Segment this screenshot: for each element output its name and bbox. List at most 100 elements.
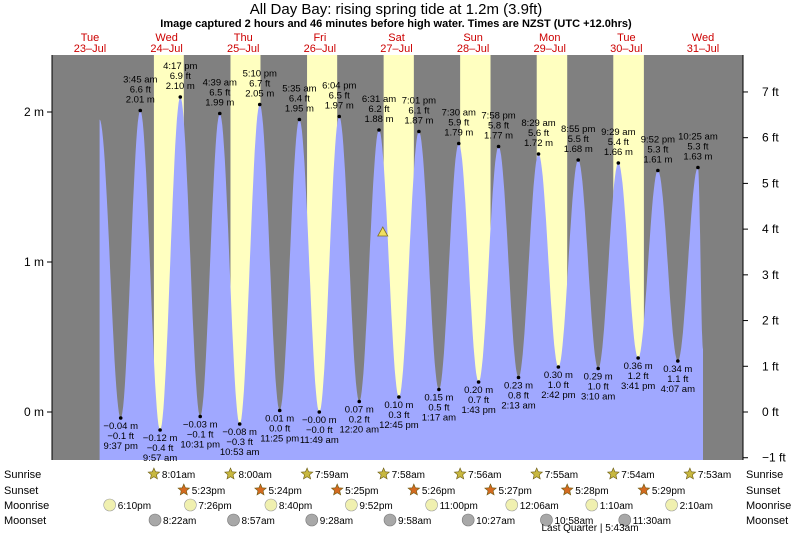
tide-label: −0.4 ft <box>147 443 174 454</box>
tide-label: 1.61 m <box>643 155 672 166</box>
tide-label: 5:35 am <box>282 84 316 95</box>
tide-label: 1.97 m <box>325 101 354 112</box>
sunset-icon <box>177 483 191 496</box>
tide-label: 11:25 pm <box>260 434 299 445</box>
tide-label: 7:30 am <box>442 108 476 119</box>
tide-point <box>377 128 381 132</box>
row-label-left: Sunrise <box>4 469 41 481</box>
tide-label: 0.10 m <box>384 400 413 411</box>
right-tick-label: 7 ft <box>762 85 779 99</box>
tide-label: −0.1 ft <box>187 430 214 441</box>
tide-label: 4:07 am <box>661 384 695 395</box>
tide-label: 9:57 am <box>143 453 177 464</box>
day-date: 24–Jul <box>150 43 182 55</box>
tide-label: 1.79 m <box>444 128 473 139</box>
right-tick-label: −1 ft <box>762 451 786 465</box>
tide-point <box>297 117 302 122</box>
tide-label: 1.1 ft <box>667 374 688 385</box>
sunset-time: 5:25pm <box>345 486 378 497</box>
tide-label: 5:10 pm <box>243 69 277 80</box>
tide-label: 0.0 ft <box>269 424 290 435</box>
tide-labels: −0.04 m−0.1 ft9:37 pm3:45 am6.6 ft2.01 m… <box>103 61 717 464</box>
row-label-right: Moonrise <box>746 500 791 512</box>
sunrise-time: 7:54am <box>621 470 654 481</box>
tide-label: 0.8 ft <box>508 391 529 402</box>
sunrise-icon <box>453 467 467 480</box>
tide-point <box>118 416 123 420</box>
sunset-icon <box>330 483 344 496</box>
right-tick-label: 0 ft <box>762 405 779 419</box>
row-label-left: Moonset <box>4 515 46 527</box>
tide-label: 0.07 m <box>345 405 374 416</box>
sunrise-time: 7:53am <box>698 470 731 481</box>
moonset-time: 9:28am <box>320 516 353 527</box>
moonset-icon <box>461 513 475 527</box>
tide-point <box>397 395 401 399</box>
day-date: 29–Jul <box>534 43 566 55</box>
tide-label: 0.3 ft <box>388 410 409 421</box>
tide-point <box>158 428 162 432</box>
right-tick-label: 1 ft <box>762 359 779 373</box>
sunrise-icon <box>147 467 161 480</box>
tide-label: 1:17 am <box>422 413 456 424</box>
tide-label: 6.9 ft <box>170 71 191 82</box>
moonset-icon <box>148 513 162 527</box>
tide-label: 9:29 am <box>601 127 635 138</box>
tide-point <box>277 408 282 413</box>
tide-label: 1.95 m <box>285 104 314 115</box>
tide-point <box>257 102 262 107</box>
day-name: Thu <box>234 32 253 44</box>
tide-point <box>178 95 183 99</box>
tide-label: 7:01 pm <box>402 96 436 107</box>
row-label-right: Moonset <box>746 515 788 527</box>
tide-label: −0.04 m <box>103 421 138 432</box>
moonset-icon <box>618 513 632 527</box>
right-tick-label: 6 ft <box>762 131 779 145</box>
tide-label: −0.08 m <box>222 427 257 438</box>
day-date: 25–Jul <box>227 43 259 55</box>
tide-label: 5.9 ft <box>448 118 469 129</box>
tide-point <box>337 114 342 119</box>
tide-label: 0.29 m <box>584 372 613 383</box>
sunrise-icon <box>377 467 391 480</box>
tide-point <box>198 414 203 419</box>
tide-label: 8:55 pm <box>561 124 595 135</box>
tide-label: −0.3 ft <box>226 437 253 448</box>
day-date: 23–Jul <box>74 43 106 55</box>
tide-label: 2:13 am <box>501 401 535 412</box>
tide-label: 12:20 am <box>339 425 379 436</box>
tide-label: 5.3 ft <box>647 145 668 156</box>
row-label-left: Sunset <box>4 485 38 497</box>
moonset-icon <box>383 513 397 527</box>
tide-label: 0.15 m <box>424 393 453 404</box>
sunset-time: 5:24pm <box>268 486 301 497</box>
sunrise-icon <box>300 467 314 480</box>
chart-title: All Day Bay: rising spring tide at 1.2m … <box>250 1 543 18</box>
day-date: 27–Jul <box>380 43 412 55</box>
sunset-time: 5:26pm <box>422 486 455 497</box>
tide-label: 0.20 m <box>464 385 493 396</box>
tide-label: 5.8 ft <box>488 121 509 132</box>
row-label-right: Sunset <box>746 485 780 497</box>
moonrise-icon <box>103 498 116 512</box>
moonset-time: 11:30am <box>633 516 671 527</box>
moonrise-icon <box>345 498 358 512</box>
day-name: Wed <box>692 32 714 44</box>
day-date: 26–Jul <box>304 43 336 55</box>
day-name: Mon <box>539 32 560 44</box>
tide-point <box>596 366 600 371</box>
sunset-time: 5:28pm <box>575 486 608 497</box>
moonrise-time: 8:40pm <box>279 501 312 512</box>
tide-label: 1.99 m <box>205 98 234 109</box>
day-header: Tue23–JulWed24–JulThu25–JulFri26–JulSat2… <box>74 32 719 55</box>
tide-point <box>696 165 700 170</box>
moonrise-time: 9:52pm <box>359 501 392 512</box>
moonrise-time: 1:10am <box>600 501 633 512</box>
moonrise-time: 2:10am <box>680 501 713 512</box>
moon-phase-label: Last Quarter | 5:43am <box>541 523 638 534</box>
moonrise-time: 7:26pm <box>198 501 231 512</box>
tide-label: 0.34 m <box>663 364 692 375</box>
chart-subtitle: Image captured 2 hours and 46 minutes be… <box>160 18 632 30</box>
left-tick-label: 1 m <box>24 255 44 269</box>
tide-label: 1.77 m <box>484 131 513 142</box>
